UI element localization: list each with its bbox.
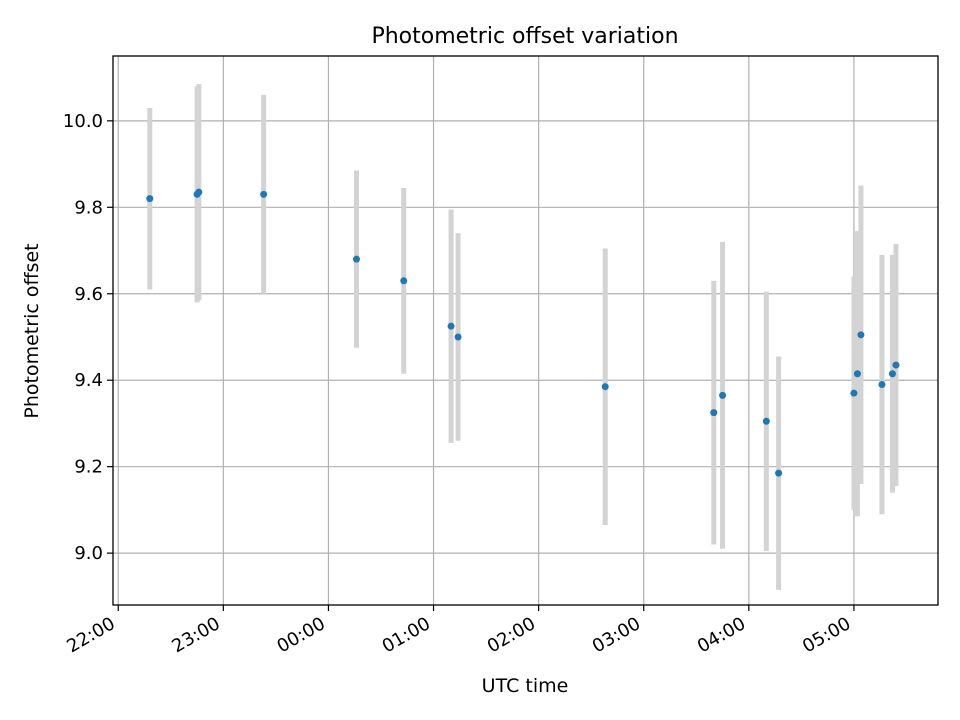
chart-title: Photometric offset variation xyxy=(371,24,678,49)
grid-lines xyxy=(113,56,938,605)
data-point xyxy=(850,389,858,397)
y-tick-label: 10.0 xyxy=(63,111,103,132)
y-axis-label: Photometric offset xyxy=(21,243,43,418)
data-point xyxy=(454,333,462,341)
x-tick-label: 04:00 xyxy=(694,613,749,657)
data-point xyxy=(710,409,718,417)
error-bars xyxy=(147,84,899,590)
x-tick-label: 00:00 xyxy=(274,613,329,657)
plot-frame xyxy=(112,55,939,606)
data-point xyxy=(146,195,154,203)
x-tick-label: 01:00 xyxy=(379,613,434,657)
data-point xyxy=(878,381,886,389)
data-point xyxy=(719,391,727,399)
data-point xyxy=(853,370,861,378)
data-point xyxy=(400,277,408,285)
x-tick-label: 22:00 xyxy=(63,613,118,657)
y-tick-label: 9.8 xyxy=(74,197,103,218)
y-tick-label: 9.0 xyxy=(74,543,103,564)
data-point xyxy=(888,370,896,378)
x-tick-label: 02:00 xyxy=(484,613,539,657)
data-point xyxy=(447,322,455,330)
data-point xyxy=(762,417,770,425)
data-points xyxy=(146,188,900,477)
y-tick-label: 9.4 xyxy=(74,370,103,391)
x-axis-ticks: 22:00 23:00 00:00 01:00 02:00 03:00 04:00 05:00 xyxy=(63,605,855,657)
x-tick-label: 03:00 xyxy=(589,613,644,657)
data-point xyxy=(892,361,900,369)
data-point xyxy=(195,188,203,196)
data-point xyxy=(260,190,268,198)
x-tick-label: 23:00 xyxy=(168,613,223,657)
y-tick-label: 9.2 xyxy=(74,457,103,478)
data-point xyxy=(601,383,609,391)
y-axis-ticks: 9.0 9.2 9.4 9.6 9.8 10.0 xyxy=(63,111,113,564)
data-point xyxy=(352,255,360,263)
data-point xyxy=(775,469,783,477)
x-axis-label: UTC time xyxy=(482,675,569,697)
x-tick-label: 05:00 xyxy=(799,613,854,657)
y-tick-label: 9.6 xyxy=(74,284,103,305)
data-point xyxy=(857,331,865,339)
